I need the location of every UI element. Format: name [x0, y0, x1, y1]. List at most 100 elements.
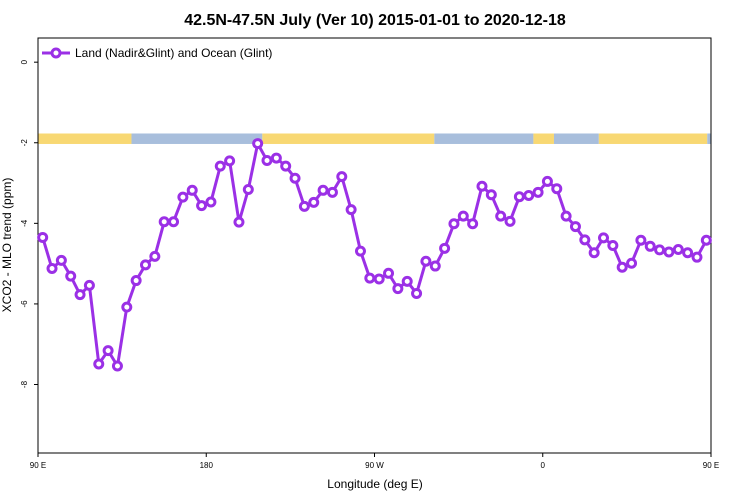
- data-point: [392, 283, 404, 295]
- data-point: [168, 216, 180, 228]
- data-point: [46, 262, 58, 274]
- data-point: [139, 259, 151, 271]
- data-point: [364, 272, 376, 284]
- data-point: [644, 240, 656, 252]
- data-point: [626, 257, 638, 269]
- data-point: [252, 138, 264, 150]
- data-point: [467, 218, 479, 230]
- data-point: [93, 358, 105, 370]
- data-point: [682, 247, 694, 259]
- surface-band-land-segment: [38, 133, 132, 144]
- data-point: [177, 191, 189, 203]
- y-tick-label: -4: [20, 219, 29, 227]
- data-point: [373, 273, 385, 285]
- data-point: [560, 210, 572, 222]
- data-point: [457, 210, 469, 222]
- surface-band-land-segment: [598, 133, 708, 144]
- data-point: [65, 270, 77, 282]
- data-point: [280, 160, 292, 172]
- data-point: [448, 218, 460, 230]
- data-point: [270, 152, 282, 164]
- data-point: [551, 183, 563, 195]
- legend-marker-swatch: [50, 47, 62, 59]
- data-point: [523, 190, 535, 202]
- data-point: [186, 184, 198, 196]
- data-point: [326, 186, 338, 198]
- data-point: [196, 200, 208, 212]
- data-point: [158, 216, 170, 228]
- data-point: [700, 234, 712, 246]
- data-point: [121, 301, 133, 313]
- data-point: [308, 196, 320, 208]
- data-point: [569, 221, 581, 233]
- data-point: [532, 186, 544, 198]
- data-point: [420, 255, 432, 267]
- legend-label: Land (Nadir&Glint) and Ocean (Glint): [75, 46, 272, 60]
- chart-title: 42.5N-47.5N July (Ver 10) 2015-01-01 to …: [184, 12, 566, 29]
- series-line: [41, 142, 708, 368]
- data-point: [411, 287, 423, 299]
- data-point: [336, 171, 348, 183]
- y-tick-label: 0: [20, 59, 29, 64]
- data-point: [691, 251, 703, 263]
- data-point: [607, 240, 619, 251]
- data-point: [74, 289, 86, 301]
- data-point: [541, 175, 553, 187]
- y-axis-ticks: 0 -2 -4 -6 -8: [20, 59, 38, 388]
- y-axis-label: XCO2 - MLO trend (ppm): [0, 178, 14, 313]
- y-tick-label: -6: [20, 300, 29, 308]
- data-point: [298, 200, 310, 212]
- data-point: [205, 196, 217, 208]
- data-point: [429, 260, 441, 272]
- data-point: [111, 360, 123, 372]
- x-tick-label: 90 E: [30, 461, 46, 470]
- data-point: [635, 234, 647, 246]
- data-point: [233, 216, 245, 228]
- data-point: [476, 180, 488, 192]
- data-point: [654, 244, 666, 256]
- data-point: [55, 254, 67, 266]
- surface-band-land-segment: [262, 133, 435, 144]
- data-point: [616, 261, 628, 273]
- x-tick-label: 90 W: [365, 461, 384, 470]
- y-tick-label: -2: [20, 139, 29, 147]
- y-tick-label: -8: [20, 380, 29, 388]
- data-point: [598, 232, 610, 244]
- data-point: [224, 155, 236, 167]
- data-point: [588, 247, 600, 259]
- series-layer: [37, 138, 712, 372]
- data-point: [354, 245, 366, 257]
- data-point: [504, 215, 516, 227]
- data-point: [401, 275, 413, 287]
- data-point: [495, 210, 507, 222]
- data-point: [83, 279, 95, 291]
- data-point: [37, 231, 49, 243]
- data-point: [289, 172, 301, 184]
- x-tick-label: 180: [200, 461, 214, 470]
- data-point: [261, 154, 273, 166]
- data-point: [130, 275, 142, 287]
- data-point: [383, 267, 395, 279]
- legend: Land (Nadir&Glint) and Ocean (Glint): [42, 46, 272, 60]
- data-point: [579, 234, 591, 246]
- x-tick-label: 90 E: [703, 461, 719, 470]
- surface-band-ocean-segment: [131, 133, 263, 144]
- data-point: [149, 250, 161, 262]
- data-point: [214, 160, 226, 172]
- data-point: [513, 191, 525, 203]
- data-point: [663, 246, 675, 258]
- x-axis-label: Longitude (deg E): [327, 477, 422, 491]
- data-point: [317, 184, 329, 196]
- data-point: [102, 345, 114, 357]
- data-point: [672, 244, 684, 256]
- x-tick-label: 0: [541, 461, 546, 470]
- data-point: [439, 242, 451, 254]
- data-point: [485, 189, 497, 201]
- surface-band: [38, 133, 711, 144]
- surface-band-ocean-segment: [707, 133, 711, 144]
- surface-band-ocean-segment: [553, 133, 599, 144]
- data-point: [242, 183, 254, 195]
- surface-band-ocean-segment: [434, 133, 534, 144]
- x-axis-ticks: 90 E 180 90 W 0 90 E: [30, 453, 719, 470]
